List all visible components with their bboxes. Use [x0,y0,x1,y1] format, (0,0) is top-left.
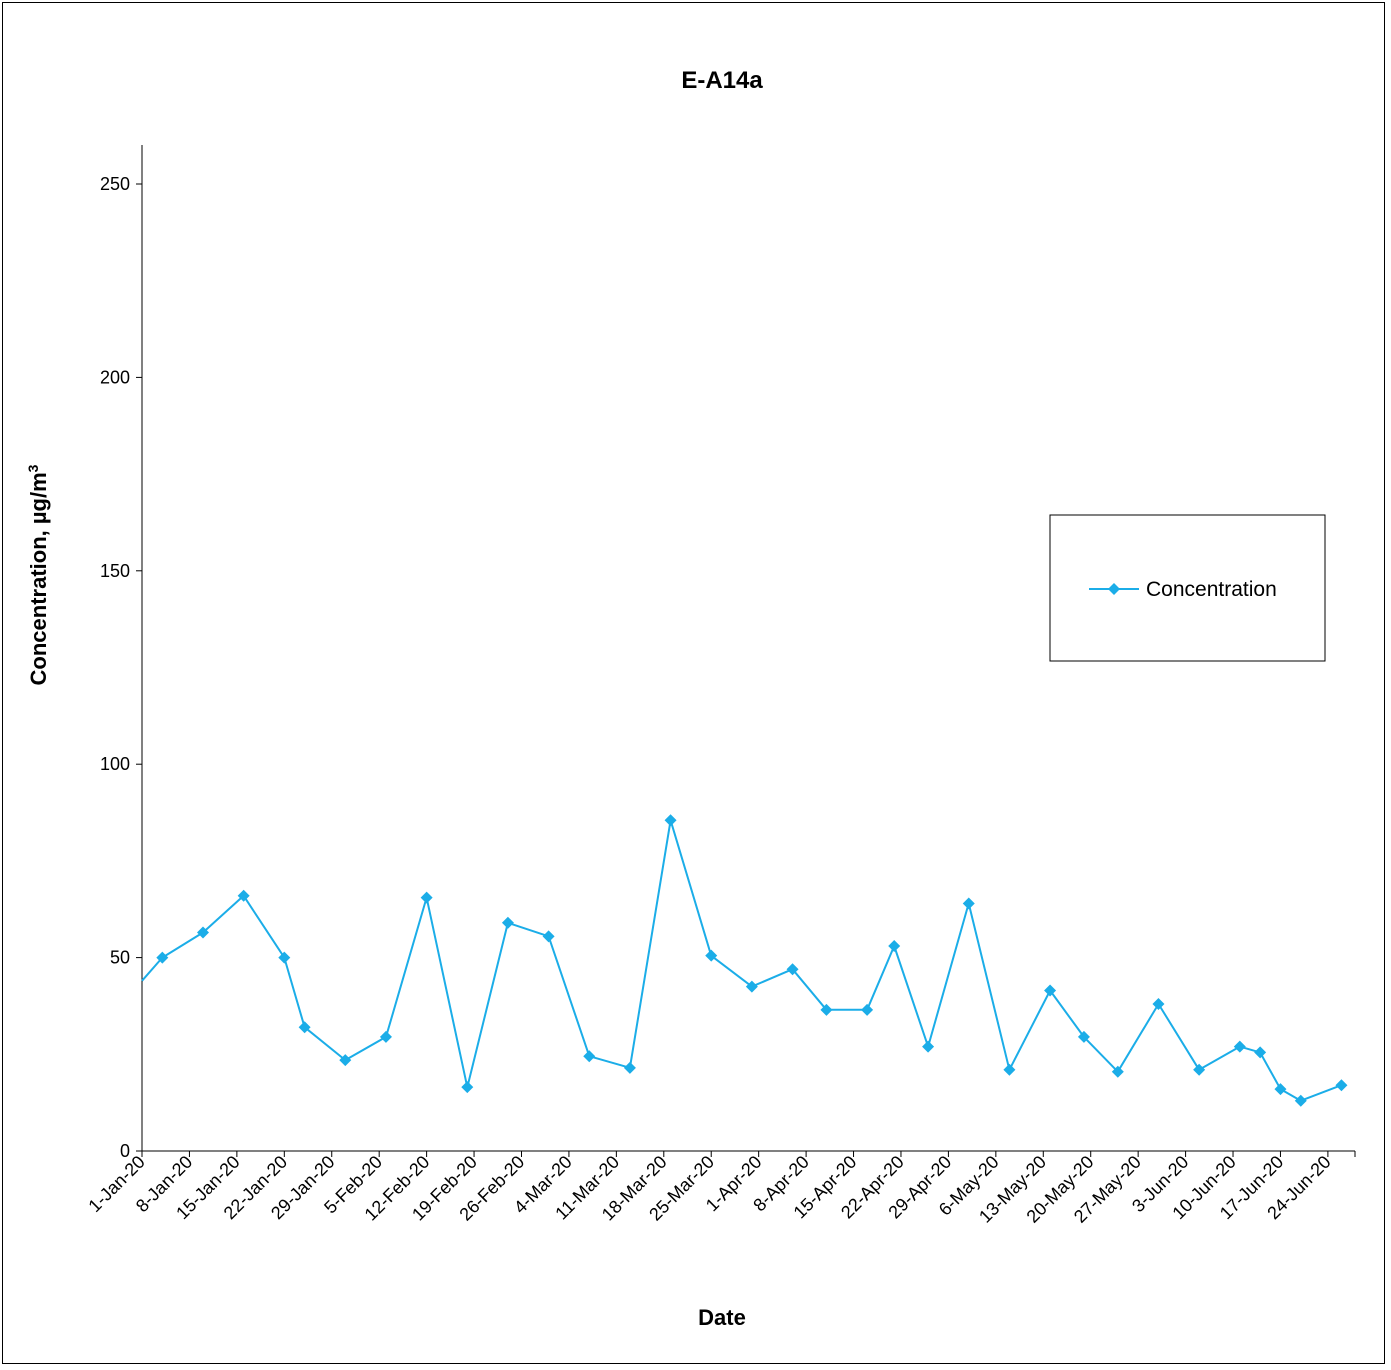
series-layer [141,814,1348,1107]
data-point [379,1030,392,1043]
legend-box [1049,514,1326,662]
data-point [1111,1065,1124,1078]
data-point [922,1040,935,1053]
data-point [156,951,169,964]
data-point [820,1003,833,1016]
data-point [745,980,758,993]
data-point [786,963,799,976]
data-point [888,939,901,952]
x-ticks: 1-Jan-208-Jan-2015-Jan-2022-Jan-2029-Jan… [84,1151,1356,1227]
data-point [962,897,975,910]
data-point [237,889,250,902]
x-axis-title: Date [698,1305,746,1330]
data-point [861,1003,874,1016]
data-point [339,1054,352,1067]
data-point [1044,984,1057,997]
data-point [461,1081,474,1094]
data-point [196,926,209,939]
data-point [1193,1063,1206,1076]
y-tick-label: 0 [120,1141,130,1161]
y-axis-title: Concentration, µg/m3 [25,464,51,685]
legend-marker [1108,583,1120,595]
series-line [141,819,1342,1102]
data-point [542,930,555,943]
y-tick-label: 250 [100,174,130,194]
data-point [664,814,677,827]
y-ticks: 0 50 100 150 200 250 [100,174,142,1161]
legend: Concentration [1049,514,1326,662]
y-tick-label: 150 [100,561,130,581]
y-tick-label: 50 [110,948,130,968]
data-point [1254,1046,1267,1059]
data-point [420,891,433,904]
data-point [1077,1030,1090,1043]
y-axis-title-sup: 3 [25,464,41,472]
data-point [583,1050,596,1063]
data-point [278,951,291,964]
data-point [1274,1083,1287,1096]
data-point [1335,1079,1348,1092]
y-tick-label: 200 [100,367,130,387]
data-point [1152,998,1165,1011]
data-point [1233,1040,1246,1053]
y-tick-label: 100 [100,754,130,774]
data-point [298,1021,311,1034]
data-point [1294,1094,1307,1107]
data-point [705,949,718,962]
data-point [1003,1063,1016,1076]
data-point [623,1061,636,1074]
data-point [501,916,514,929]
chart-title: E-A14a [681,67,763,94]
y-axis-title-main: Concentration, µg/m [26,472,51,685]
legend-label: Concentration [1146,578,1277,601]
